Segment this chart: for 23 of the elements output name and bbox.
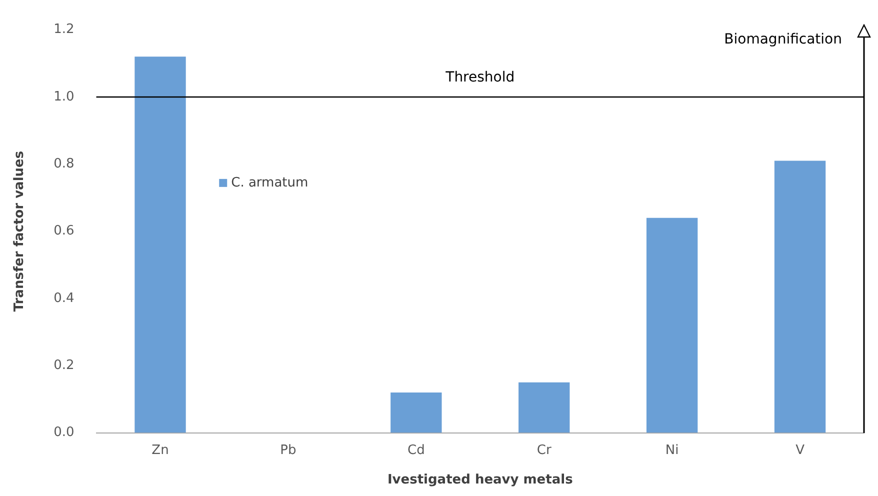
x-tick-label: V [796,442,805,458]
y-tick-label: 0.8 [54,156,74,172]
x-tick-label: Cd [407,442,425,458]
y-tick-label: 0.2 [54,358,74,374]
x-axis-title: Ivestigated heavy metals [387,472,574,488]
y-axis-title: Transfer factor values [12,150,28,312]
bar [390,392,442,433]
bar [646,218,698,433]
legend-label: C. armatum [231,175,308,190]
y-tick-label: 1.2 [54,22,74,38]
ref-line-label: Threshold [444,70,515,86]
x-tick-label: Zn [152,442,169,458]
y-tick-label: 1.0 [54,89,74,104]
bar [774,160,826,433]
bar [134,56,186,433]
annotation: Biomagnification [724,31,842,48]
x-tick-label: Pb [280,442,296,458]
y-tick-label: 0.6 [54,224,74,239]
bar [518,382,570,433]
x-tick-label: Ni [665,442,679,458]
y-tick-label: 0.0 [54,425,74,440]
y-tick-label: 0.4 [54,290,74,306]
x-tick-label: Cr [536,442,552,458]
